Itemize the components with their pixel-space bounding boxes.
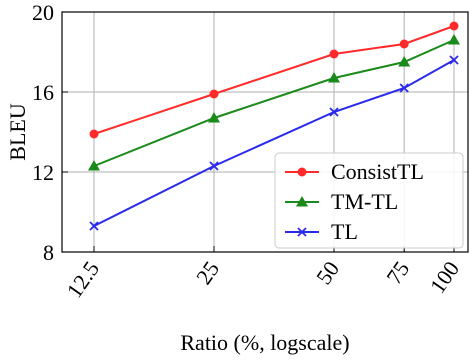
data-point-tm-tl: [448, 34, 460, 45]
legend-box: [274, 152, 464, 249]
data-point-tl: [449, 55, 459, 65]
series-line-tm-tl: [93, 39, 455, 167]
legend-label-consisttl: ConsistTL: [331, 159, 424, 184]
y-tick-label: 12: [32, 160, 54, 185]
y-tick-label: 8: [43, 240, 54, 265]
data-point-consisttl: [399, 39, 409, 49]
legend-label-tm-tl: TM-TL: [331, 189, 398, 214]
data-point-tl: [399, 83, 409, 93]
series-group: [88, 21, 460, 231]
data-point-tm-tl: [208, 112, 220, 123]
x-axis-ticks: 12.5 25 50 75 100: [62, 246, 464, 303]
x-axis-label: Ratio (%, logscale): [180, 330, 349, 355]
x-tick-label: 50: [311, 257, 344, 289]
y-axis-ticks: 8 12 16 20: [32, 0, 68, 265]
legend-label-tl: TL: [331, 219, 358, 244]
y-tick-label: 16: [32, 80, 54, 105]
data-point-tm-tl: [398, 56, 411, 67]
legend: ConsistTL TM-TL TL: [274, 152, 464, 249]
y-axis-label: BLEU: [5, 103, 30, 161]
data-point-tl: [329, 107, 339, 117]
data-point-tl: [209, 161, 219, 171]
data-point-consisttl: [89, 129, 99, 139]
data-point-consisttl: [329, 49, 339, 59]
data-point-consisttl: [209, 89, 219, 99]
data-point-consisttl: [449, 21, 459, 31]
legend-marker-tl: [297, 227, 307, 237]
data-point-tl: [89, 221, 99, 231]
legend-marker-consisttl: [297, 167, 307, 177]
data-point-tm-tl: [88, 160, 100, 171]
legend-marker-tm-tl: [296, 196, 308, 207]
x-tick-label: 75: [381, 257, 414, 289]
y-tick-label: 20: [32, 0, 54, 25]
data-point-tm-tl: [328, 72, 340, 83]
x-tick-label: 12.5: [62, 257, 105, 303]
series-line-consisttl: [93, 25, 455, 135]
x-tick-label: 25: [191, 257, 224, 289]
x-tick-label: 100: [425, 257, 464, 298]
plot-frame: [61, 11, 469, 253]
